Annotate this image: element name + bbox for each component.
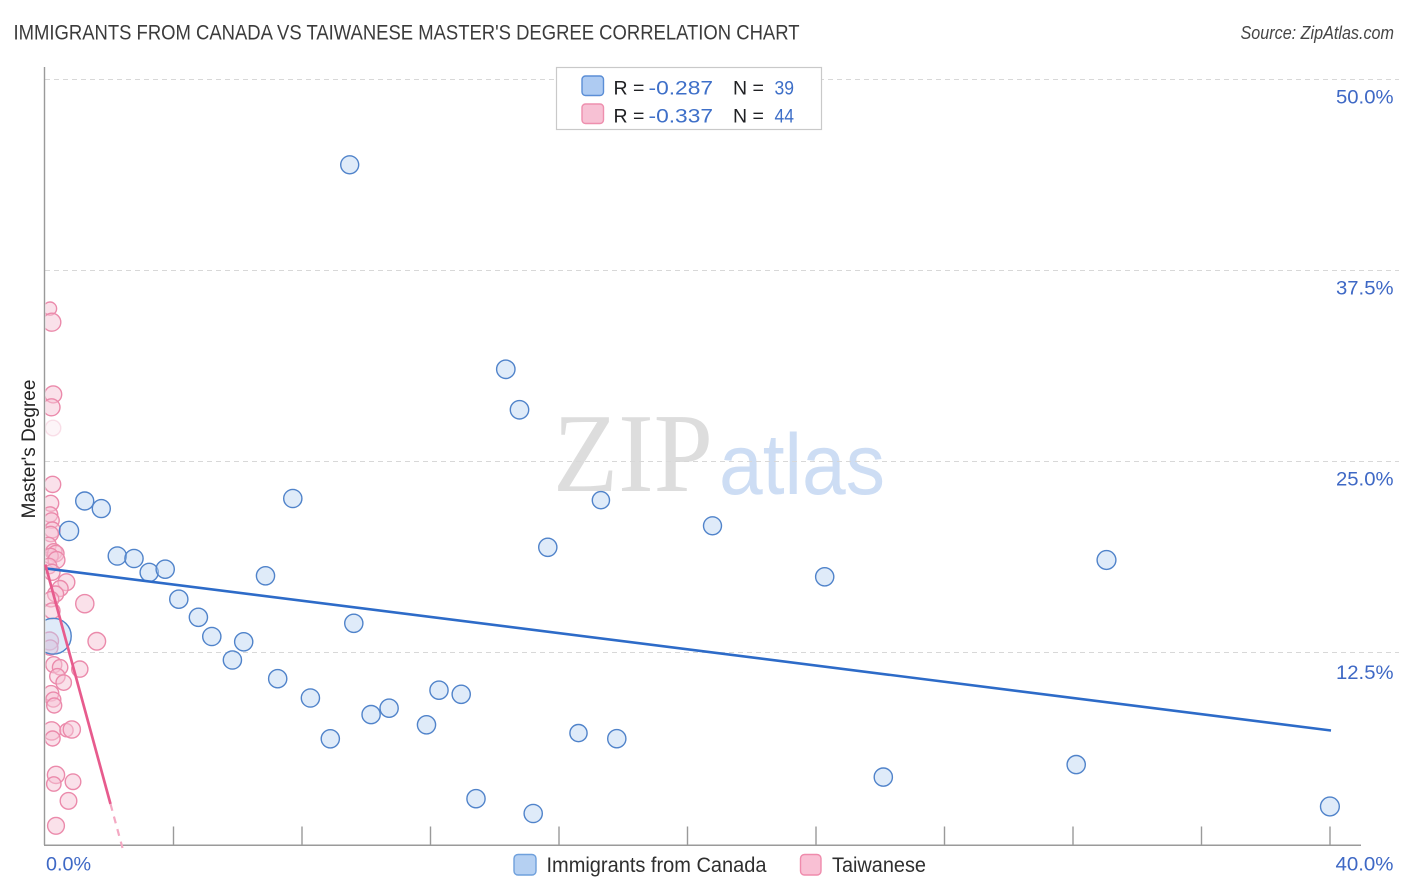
svg-text:Source: ZipAtlas.com: Source: ZipAtlas.com	[1241, 23, 1395, 43]
svg-text:40.0%: 40.0%	[1336, 854, 1394, 875]
svg-text:-0.287: -0.287	[649, 77, 714, 99]
svg-text:37.5%: 37.5%	[1336, 279, 1394, 300]
svg-text:Immigrants from Canada: Immigrants from Canada	[547, 854, 767, 877]
svg-text:atlas: atlas	[719, 417, 885, 513]
svg-text:25.0%: 25.0%	[1336, 470, 1394, 491]
svg-text:0.0%: 0.0%	[46, 854, 91, 875]
svg-text:IMMIGRANTS FROM CANADA VS TAIW: IMMIGRANTS FROM CANADA VS TAIWANESE MAST…	[14, 22, 800, 45]
svg-text:R =: R =	[614, 105, 645, 127]
svg-text:44: 44	[775, 105, 795, 127]
svg-text:N =: N =	[733, 105, 764, 127]
svg-text:Master's Degree: Master's Degree	[19, 380, 40, 519]
svg-text:Taiwanese: Taiwanese	[832, 854, 926, 877]
svg-text:12.5%: 12.5%	[1336, 663, 1394, 684]
svg-text:39: 39	[775, 77, 795, 99]
svg-text:N =: N =	[733, 77, 764, 99]
svg-text:ZIP: ZIP	[553, 392, 713, 516]
svg-text:-0.337: -0.337	[649, 105, 714, 127]
svg-text:50.0%: 50.0%	[1336, 88, 1394, 109]
svg-text:R =: R =	[614, 77, 645, 99]
